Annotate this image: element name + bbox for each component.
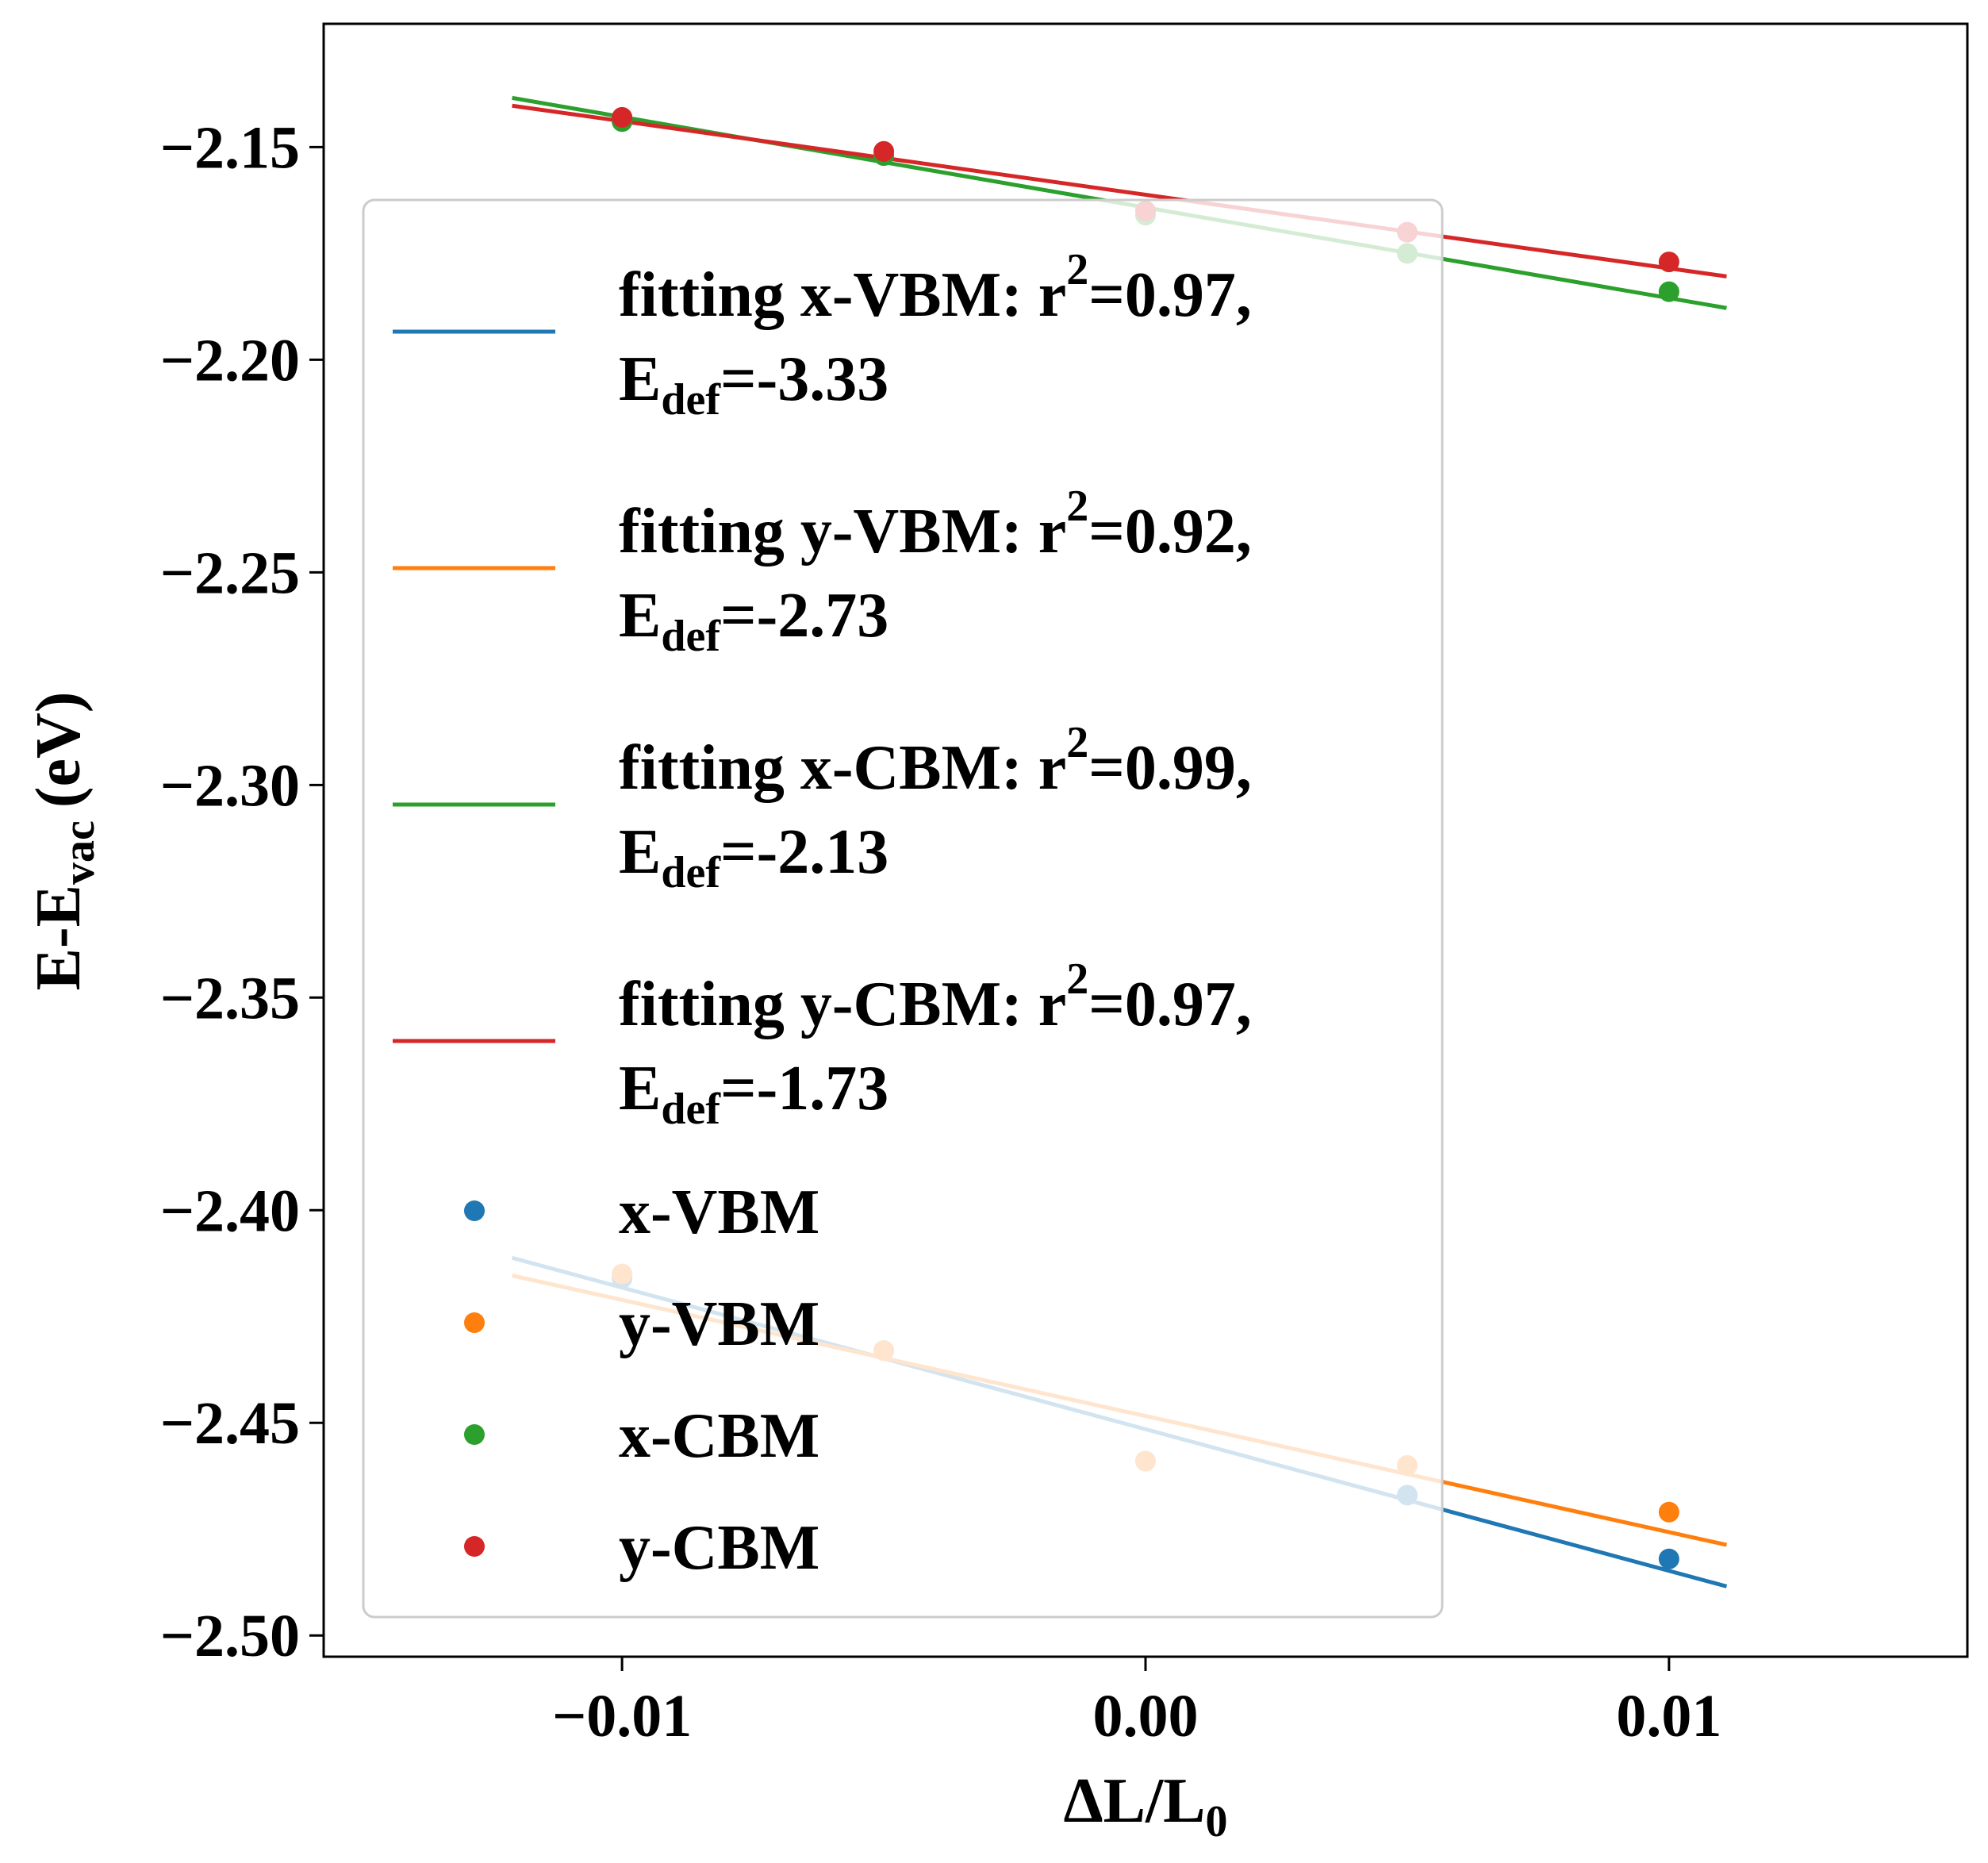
legend-edef-fit-y-VBM: Edef=-2.73	[619, 581, 888, 661]
y-axis-label-unit: (eV)	[24, 692, 94, 809]
x-tick-label: 0.00	[1093, 1683, 1199, 1750]
y-tick-label: −2.50	[160, 1603, 300, 1669]
y-axis-ticks: −2.15 −2.20 −2.25 −2.30 −2.35 −2.40 −2.45 −2.50	[160, 114, 324, 1669]
svg-text:ΔL/L0: ΔL/L0	[1063, 1766, 1227, 1846]
svg-text:E-Evac(eV): E-Evac (eV)	[24, 692, 104, 991]
legend-marker-x-CBM	[464, 1424, 485, 1445]
legend-label-fit-y-VBM: fitting y-VBM: r2=0.92,	[619, 482, 1252, 567]
x-axis-label: ΔL/L0	[1063, 1766, 1227, 1846]
legend-edef-fit-x-CBM: Edef=-2.13	[619, 817, 888, 897]
x-tick-label: −0.01	[552, 1683, 692, 1750]
legend-marker-y-VBM	[464, 1312, 485, 1333]
y-tick-label: −2.45	[160, 1390, 300, 1457]
data-point-x-VBM	[1658, 1548, 1679, 1569]
y-tick-label: −2.25	[160, 540, 300, 606]
legend-edef-fit-y-CBM: Edef=-1.73	[619, 1054, 888, 1134]
y-axis-label-sub: vac	[55, 820, 104, 885]
fit-line-y-CBM	[512, 103, 1727, 278]
legend-label-x-VBM: x-VBM	[619, 1177, 819, 1247]
data-point-y-CBM	[873, 140, 895, 162]
legend: fitting x-VBM: r2=0.97, Edef=-3.33 fitting…	[362, 198, 1444, 1619]
y-tick-label: −2.40	[160, 1177, 300, 1244]
y-axis-label-main: E-E	[24, 885, 94, 990]
x-axis-ticks: −0.01 0.00 0.01	[552, 1657, 1721, 1750]
x-tick-label: 0.01	[1616, 1683, 1721, 1750]
legend-label-fit-x-VBM: fitting x-VBM: r2=0.97,	[619, 245, 1252, 330]
legend-marker-y-CBM	[464, 1536, 485, 1557]
y-tick-label: −2.30	[160, 752, 300, 819]
legend-label-x-CBM: x-CBM	[619, 1401, 819, 1471]
legend-edef-fit-x-VBM: Edef=-3.33	[619, 344, 888, 424]
x-axis-label-main: ΔL/L	[1063, 1766, 1205, 1836]
data-point-y-CBM	[612, 106, 633, 128]
legend-label-y-VBM: y-VBM	[619, 1289, 819, 1359]
data-point-y-CBM	[1658, 252, 1679, 273]
legend-frame	[362, 198, 1444, 1619]
legend-label-fit-y-CBM: fitting y-CBM: r2=0.97,	[619, 955, 1252, 1039]
y-tick-label: −2.35	[160, 965, 300, 1031]
y-tick-label: −2.15	[160, 114, 300, 181]
legend-label-fit-x-CBM: fitting x-CBM: r2=0.99,	[619, 718, 1252, 803]
x-axis-label-sub: 0	[1206, 1797, 1228, 1846]
y-axis-label: E-Evac (eV)	[24, 692, 104, 991]
legend-label-y-CBM: y-CBM	[619, 1513, 819, 1583]
data-point-y-VBM	[1658, 1501, 1679, 1523]
legend-marker-x-VBM	[464, 1200, 485, 1221]
y-tick-label: −2.20	[160, 327, 300, 394]
data-point-x-CBM	[1658, 281, 1679, 302]
